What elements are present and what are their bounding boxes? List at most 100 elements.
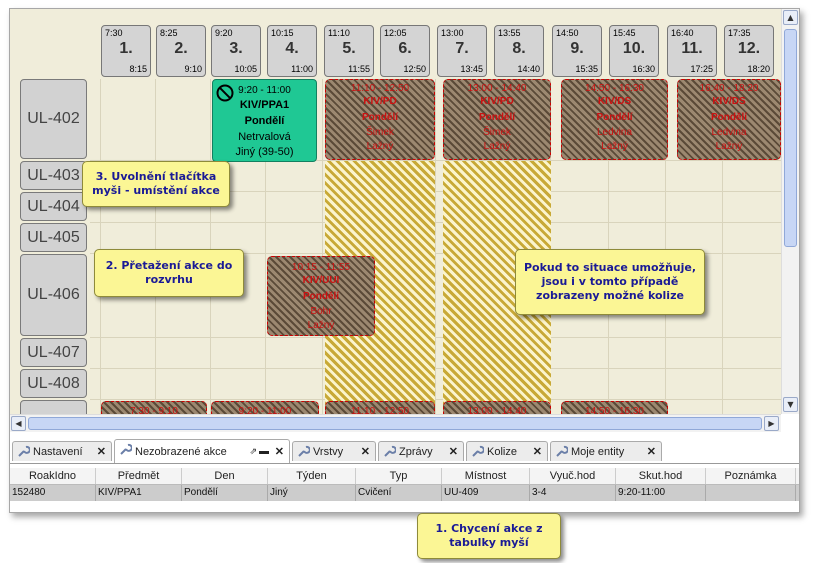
grid-line: [90, 253, 781, 254]
conflict-event[interactable]: 16:40 - 18:20 KIV/DS Pondělí Ledvina Laž…: [677, 79, 781, 160]
event-day: Pondělí: [710, 112, 748, 123]
room-header[interactable]: UL-408: [20, 369, 87, 398]
tab-label: Kolize: [487, 445, 517, 458]
column-header[interactable]: 13:00 7. 13:45: [437, 25, 487, 77]
column-end: 10:05: [234, 64, 257, 74]
scroll-left-icon[interactable]: ◀: [11, 416, 26, 431]
event-week: Lažný: [483, 141, 511, 152]
column-header[interactable]: RoakIdno: [10, 468, 96, 484]
grid-line: [90, 368, 781, 369]
event-time: 16:40 - 18:20: [699, 83, 759, 94]
tab-kolize[interactable]: Kolize ✕: [466, 441, 548, 461]
column-header[interactable]: Předmět: [96, 468, 182, 484]
room-header[interactable]: [20, 400, 87, 414]
callout-release: 3. Uvolnění tlačítka myši - umístění akc…: [82, 161, 230, 207]
column-header[interactable]: Vyuč.hod: [530, 468, 616, 484]
scroll-thumb[interactable]: [28, 417, 762, 430]
event-day: Pondělí: [478, 112, 516, 123]
table-cell: 3-4: [530, 485, 616, 501]
conflict-event[interactable]: 10:15 - 11:55 KIV/UUI Pondělí Bohr Lažný: [267, 256, 375, 336]
close-icon[interactable]: ✕: [448, 446, 458, 458]
conflict-event[interactable]: 13:00 - 14:40: [443, 401, 551, 414]
close-icon[interactable]: ✕: [360, 446, 370, 458]
wrench-icon: [120, 443, 132, 455]
close-icon[interactable]: ✕: [274, 446, 284, 458]
column-header[interactable]: 9:20 3. 10:05: [211, 25, 261, 77]
wrench-icon: [18, 445, 30, 457]
horizontal-scrollbar[interactable]: ◀ ▶: [10, 414, 781, 432]
column-header[interactable]: 13:55 8. 14:40: [494, 25, 544, 77]
scroll-down-icon[interactable]: ▼: [783, 397, 798, 412]
column-header[interactable]: 16:40 11. 17:25: [667, 25, 717, 77]
event-teacher: Šimek: [483, 127, 511, 138]
conflict-event[interactable]: 11:10 - 12:50 KIV/PD Pondělí Šimek Lažný: [325, 79, 435, 160]
column-header[interactable]: 15:45 10. 16:30: [609, 25, 659, 77]
room-header[interactable]: UL-407: [20, 338, 87, 367]
tab-zpravy[interactable]: Zprávy ✕: [378, 441, 464, 461]
minimize-icon[interactable]: ▬: [259, 446, 269, 457]
room-header[interactable]: UL-403: [20, 161, 87, 190]
vertical-scrollbar[interactable]: ▲ ▼: [781, 9, 799, 414]
table-cell: [706, 485, 796, 501]
column-header[interactable]: Místnost: [442, 468, 530, 484]
column-number: 7.: [455, 40, 469, 57]
close-icon[interactable]: ✕: [96, 446, 106, 458]
column-start: 11:10: [328, 28, 350, 38]
tab-label: Moje entity: [571, 445, 625, 458]
event-time: 7:30 - 9:10: [130, 406, 178, 414]
grid-line: [90, 222, 781, 223]
placed-event[interactable]: 9:20 - 11:00 KIV/PPA1 Pondělí Netrvalová…: [212, 79, 317, 162]
room-header[interactable]: UL-404: [20, 192, 87, 221]
column-start: 17:35: [728, 28, 751, 38]
scroll-up-icon[interactable]: ▲: [783, 10, 798, 25]
column-number: 9.: [570, 40, 584, 57]
conflict-event[interactable]: 9:20 - 11:00: [211, 401, 319, 414]
popout-icon[interactable]: ⇗: [249, 446, 257, 456]
column-header[interactable]: Typ: [356, 468, 442, 484]
column-header[interactable]: 14:50 9. 15:35: [552, 25, 602, 77]
room-header[interactable]: UL-405: [20, 223, 87, 252]
event-time: 14:50 - 16:30: [585, 83, 644, 94]
scroll-thumb[interactable]: [784, 29, 797, 247]
column-start: 15:45: [613, 28, 636, 38]
column-header[interactable]: 11:10 5. 11:55: [324, 25, 374, 77]
column-end: 14:40: [517, 64, 540, 74]
conflict-event[interactable]: 14:50 - 16:30: [561, 401, 668, 414]
column-start: 13:55: [498, 28, 521, 38]
column-header[interactable]: Den: [182, 468, 268, 484]
tab-nastaveni[interactable]: Nastavení ✕: [12, 441, 112, 461]
tab-nezobrazene-akce[interactable]: Nezobrazené akce ⇗ ▬ ✕: [114, 439, 290, 463]
grid-line: [608, 79, 609, 414]
room-header[interactable]: UL-406: [20, 254, 87, 336]
column-header[interactable]: 8:25 2. 9:10: [156, 25, 206, 77]
column-header[interactable]: 17:35 12. 18:20: [724, 25, 774, 77]
tab-moje-entity[interactable]: Moje entity ✕: [550, 441, 662, 461]
event-week: Lažný: [307, 320, 335, 331]
column-header[interactable]: Týden: [268, 468, 356, 484]
grid-line: [722, 79, 723, 414]
grid-line: [100, 79, 101, 414]
event-code: KIV/PD: [480, 96, 514, 107]
tab-vrstvy[interactable]: Vrstvy ✕: [292, 441, 376, 461]
conflict-event[interactable]: 7:30 - 9:10: [101, 401, 207, 414]
column-header[interactable]: Skut.hod: [616, 468, 706, 484]
callout-grab: 1. Chycení akce z tabulky myší: [417, 513, 561, 559]
room-header[interactable]: UL-402: [20, 79, 87, 159]
conflict-event[interactable]: 11:10 - 12:50: [325, 401, 435, 414]
scroll-right-icon[interactable]: ▶: [764, 416, 779, 431]
column-header[interactable]: Poznámka: [706, 468, 796, 484]
close-icon[interactable]: ✕: [532, 446, 542, 458]
conflict-event[interactable]: 14:50 - 16:30 KIV/DS Pondělí Ledvina Laž…: [561, 79, 668, 160]
column-end: 11:00: [291, 64, 313, 74]
table-row[interactable]: 152480 KIV/PPA1 Pondělí Jiný Cvičení UU-…: [10, 485, 799, 501]
column-header[interactable]: 7:30 1. 8:15: [101, 25, 151, 77]
column-number: 10.: [622, 40, 646, 57]
column-end: 11:55: [348, 64, 370, 74]
column-number: 1.: [119, 40, 133, 57]
column-header[interactable]: 12:05 6. 12:50: [380, 25, 430, 77]
schedule-grid[interactable]: 7:30 1. 8:15 8:25 2. 9:10 9:20 3. 10:05 …: [10, 9, 781, 414]
close-icon[interactable]: ✕: [646, 446, 656, 458]
conflict-event[interactable]: 13:00 - 14:40 KIV/PD Pondělí Šimek Lažný: [443, 79, 551, 160]
event-time: 13:00 - 14:40: [467, 83, 527, 94]
column-header[interactable]: 10:15 4. 11:00: [267, 25, 317, 77]
